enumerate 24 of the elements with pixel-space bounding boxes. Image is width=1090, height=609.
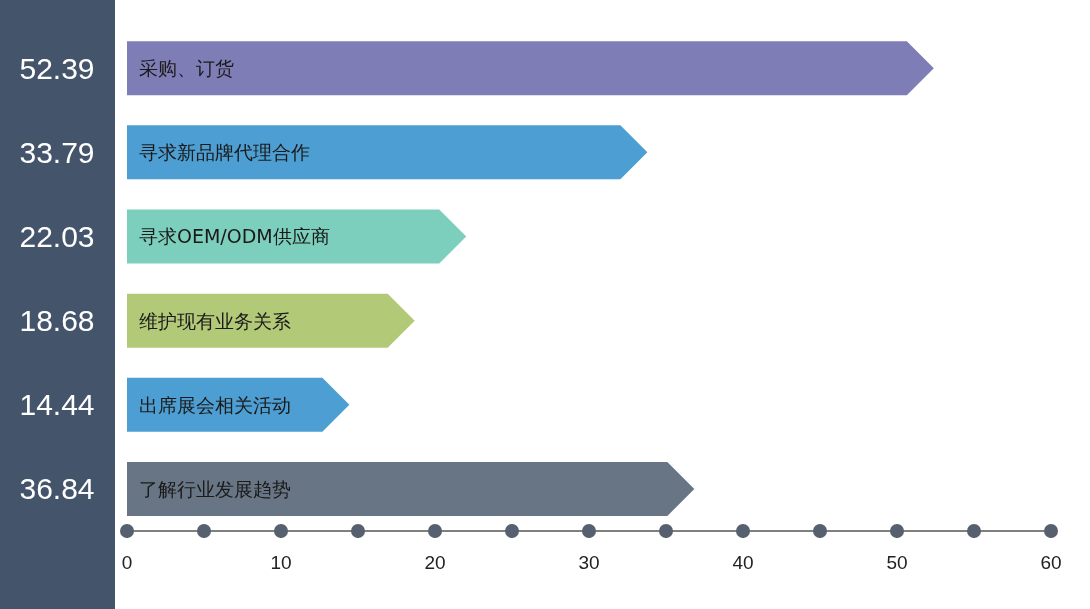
data-label: 52.39	[19, 51, 95, 85]
bar	[127, 293, 415, 348]
y-tick-label: 出席展会相关活动	[139, 393, 291, 416]
bar	[127, 41, 934, 96]
y-tick-label: 寻求OEM/ODM供应商	[139, 225, 330, 248]
data-label: 14.44	[19, 388, 95, 422]
data-label: 18.68	[19, 304, 95, 338]
bar	[127, 209, 467, 264]
x-tick-label: 30	[578, 552, 600, 573]
x-tick-label: 40	[732, 552, 754, 573]
x-tick-label: 0	[121, 552, 133, 573]
y-tick-label: 了解行业发展趋势	[139, 477, 291, 500]
data-label: 33.79	[19, 135, 95, 169]
y-tick-label: 采购、订货	[139, 57, 234, 80]
x-tick-label: 60	[1040, 552, 1062, 573]
y-tick-label: 寻求新品牌代理合作	[139, 141, 310, 164]
y-tick-label: 维护现有业务关系	[139, 309, 291, 332]
data-label: 36.84	[19, 472, 95, 506]
x-tick-label: 20	[424, 552, 446, 573]
bar	[127, 125, 648, 180]
x-tick-label: 50	[886, 552, 908, 573]
data-label: 22.03	[19, 219, 95, 253]
bar	[127, 461, 695, 516]
x-tick-label: 10	[270, 552, 292, 573]
